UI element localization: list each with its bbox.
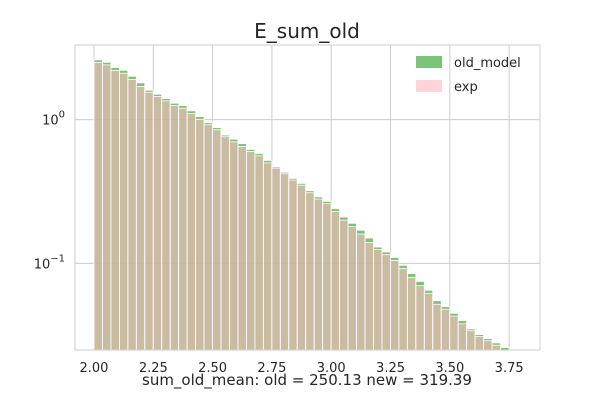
bar-exp: [406, 276, 417, 351]
bar-exp: [390, 259, 400, 351]
bar-exp: [237, 146, 247, 351]
x-tick-label: 2.50: [198, 361, 227, 376]
bar-exp: [423, 292, 434, 351]
bar-exp: [169, 105, 180, 351]
series-exp: [93, 61, 501, 351]
x-tick-label: 3.75: [495, 361, 524, 376]
bar-exp: [135, 86, 146, 351]
legend-label: exp: [454, 80, 478, 95]
bar-exp: [127, 79, 137, 351]
legend-item: old_model: [416, 56, 521, 71]
bar-exp: [144, 91, 154, 351]
bar-exp: [110, 69, 120, 351]
bar-exp: [212, 129, 222, 351]
bar-exp: [262, 162, 273, 351]
bar-exp: [364, 241, 374, 351]
y-tick-label: 100: [42, 110, 65, 129]
legend-swatch: [416, 80, 442, 92]
bar-exp: [254, 155, 264, 351]
bar-exp: [93, 61, 103, 351]
bar-exp: [203, 124, 213, 351]
bar-exp: [483, 340, 493, 351]
bar-exp: [279, 173, 290, 351]
bar-exp: [474, 336, 484, 351]
bar-exp: [220, 136, 230, 351]
bar-exp: [356, 233, 366, 351]
bar-exp: [398, 268, 408, 351]
legend-item: exp: [416, 80, 478, 95]
bar-exp: [491, 344, 501, 351]
bar-exp: [246, 151, 256, 351]
x-tick-label: 3.50: [435, 361, 464, 376]
bar-exp: [195, 119, 205, 351]
bar-exp: [118, 72, 129, 351]
bar-exp: [305, 192, 315, 351]
bar-exp: [102, 64, 112, 351]
bar-exp: [288, 179, 298, 351]
x-axis-ticks: 2.00 2.25 2.50 2.75 3.00 3.25 3.50 3.75: [80, 361, 524, 376]
bar-exp: [457, 323, 468, 351]
bar-exp: [229, 141, 239, 351]
legend-label: old_model: [454, 56, 521, 71]
x-tick-label: 2.25: [139, 361, 168, 376]
bar-exp: [415, 285, 425, 351]
bar-exp: [161, 100, 171, 351]
chart-title: E_sum_old: [254, 19, 360, 43]
bar-exp: [432, 303, 442, 351]
bar-exp: [381, 254, 391, 351]
x-tick-label: 2.00: [80, 361, 109, 376]
y-axis-ticks: 100 10−1: [34, 110, 65, 273]
bar-exp: [373, 249, 383, 351]
histogram-bars: [93, 59, 510, 351]
bar-exp: [330, 210, 340, 351]
bar-exp: [466, 330, 476, 351]
bar-exp: [271, 167, 281, 351]
bar-exp: [186, 113, 197, 351]
bar-exp: [440, 308, 451, 351]
x-tick-label: 3.00: [317, 361, 346, 376]
x-tick-label: 2.75: [257, 361, 286, 376]
bar-exp: [313, 198, 324, 351]
bar-exp: [322, 203, 332, 351]
y-tick-label: 10−1: [34, 253, 65, 272]
legend-swatch: [416, 56, 442, 68]
bar-exp: [347, 226, 357, 351]
bar-exp: [152, 95, 163, 351]
bar-exp: [178, 107, 188, 351]
bar-exp: [449, 315, 459, 351]
bar-exp: [296, 184, 307, 351]
axes-frame: [74, 44, 541, 351]
x-axis-label: sum_old_mean: old = 250.13 new = 319.39: [142, 371, 472, 390]
x-tick-label: 3.25: [376, 361, 405, 376]
bar-exp: [339, 219, 349, 351]
